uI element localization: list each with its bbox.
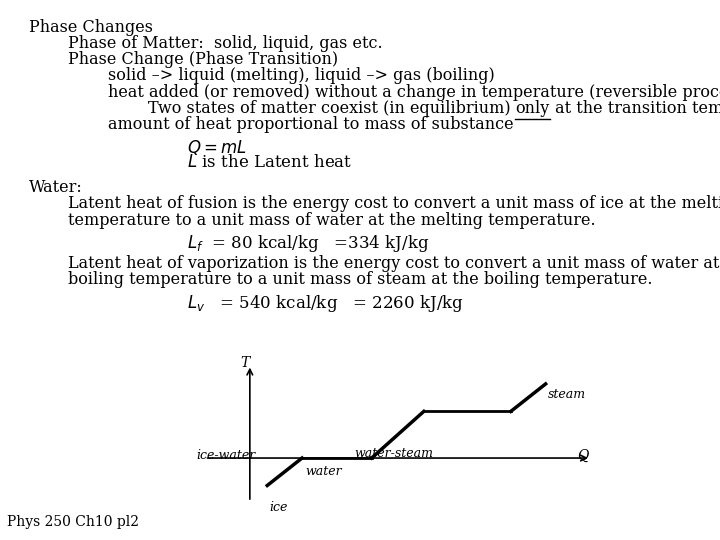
Text: water-steam: water-steam bbox=[354, 447, 433, 460]
Text: T: T bbox=[240, 356, 249, 370]
Text: ice-water: ice-water bbox=[196, 449, 255, 462]
Text: at the transition temperature: at the transition temperature bbox=[549, 100, 720, 117]
Text: solid –> liquid (melting), liquid –> gas (boiling): solid –> liquid (melting), liquid –> gas… bbox=[108, 68, 495, 84]
Text: $L$ is the Latent heat: $L$ is the Latent heat bbox=[187, 154, 353, 171]
Text: Phase Changes: Phase Changes bbox=[29, 19, 153, 36]
Text: Phase of Matter:  solid, liquid, gas etc.: Phase of Matter: solid, liquid, gas etc. bbox=[68, 35, 383, 52]
Text: Q: Q bbox=[577, 448, 588, 462]
Text: temperature to a unit mass of water at the melting temperature.: temperature to a unit mass of water at t… bbox=[68, 212, 596, 228]
Text: $L_v$   = 540 kcal/kg   = 2260 kJ/kg: $L_v$ = 540 kcal/kg = 2260 kJ/kg bbox=[187, 293, 464, 314]
Text: Latent heat of vaporization is the energy cost to convert a unit mass of water a: Latent heat of vaporization is the energ… bbox=[68, 255, 720, 272]
Text: boiling temperature to a unit mass of steam at the boiling temperature.: boiling temperature to a unit mass of st… bbox=[68, 271, 653, 288]
Text: $Q = mL$: $Q = mL$ bbox=[187, 138, 247, 157]
Text: heat added (or removed) without a change in temperature (reversible process): heat added (or removed) without a change… bbox=[108, 84, 720, 100]
Text: Latent heat of fusion is the energy cost to convert a unit mass of ice at the me: Latent heat of fusion is the energy cost… bbox=[68, 195, 720, 212]
Text: steam: steam bbox=[547, 388, 585, 401]
Text: Water:: Water: bbox=[29, 179, 83, 196]
Text: water: water bbox=[305, 465, 342, 478]
Text: only: only bbox=[516, 100, 549, 117]
Text: Two states of matter coexist (in equilibrium): Two states of matter coexist (in equilib… bbox=[148, 100, 516, 117]
Text: Phase Change (Phase Transition): Phase Change (Phase Transition) bbox=[68, 51, 338, 68]
Text: Phys 250 Ch10 pl2: Phys 250 Ch10 pl2 bbox=[7, 515, 139, 529]
Text: amount of heat proportional to mass of substance: amount of heat proportional to mass of s… bbox=[108, 116, 513, 133]
Text: $L_f$  = 80 kcal/kg   =334 kJ/kg: $L_f$ = 80 kcal/kg =334 kJ/kg bbox=[187, 233, 430, 254]
Text: ice: ice bbox=[269, 501, 287, 514]
